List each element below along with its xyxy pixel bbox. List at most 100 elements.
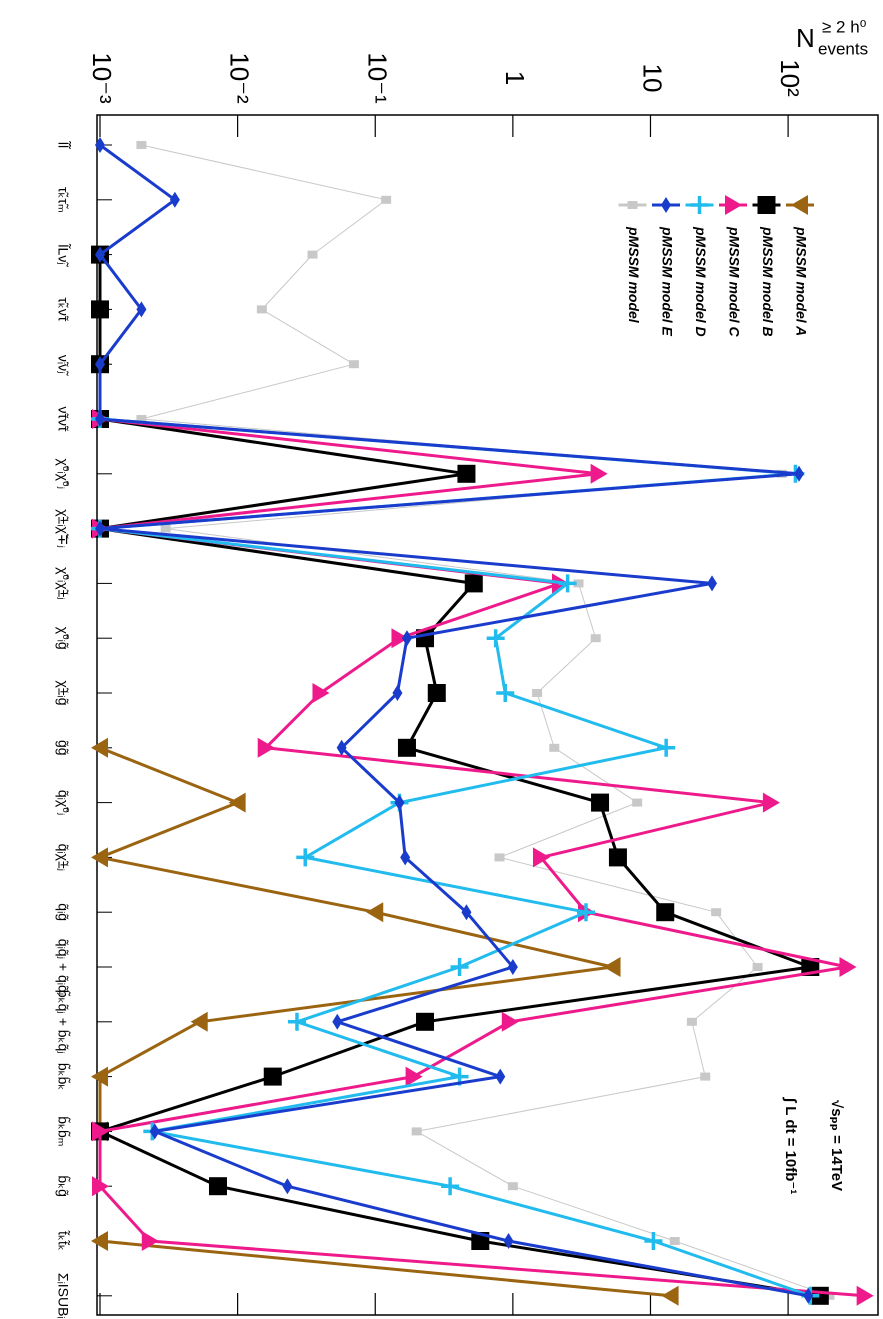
legend-label: pMSSM model C [726, 226, 742, 338]
marker [91, 847, 108, 868]
marker [657, 738, 676, 757]
marker [495, 1068, 506, 1085]
category-label: b̃ₖb̃ₖ [55, 1063, 71, 1091]
legend-label: pMSSM model E [659, 226, 675, 337]
marker [92, 1176, 109, 1197]
marker [397, 738, 416, 757]
marker [507, 1182, 518, 1191]
marker [608, 848, 627, 867]
marker [282, 1178, 293, 1195]
marker [394, 794, 405, 811]
marker [707, 575, 718, 592]
category-label: χ̃⁰ᵢχ̃⁰ⱼ [55, 459, 71, 490]
marker [427, 684, 446, 702]
marker [136, 415, 147, 423]
marker [558, 574, 577, 593]
marker [401, 630, 412, 647]
legend-marker [757, 196, 776, 214]
marker [392, 685, 403, 701]
marker [136, 301, 147, 318]
marker [711, 908, 722, 917]
legend-label: pMSSM model [626, 226, 642, 324]
legend-marker [661, 197, 671, 213]
marker [91, 1066, 108, 1087]
marker [839, 957, 857, 977]
marker [644, 1232, 663, 1250]
category-label: t̃ₖt̃ₖ [55, 1230, 71, 1251]
marker [507, 959, 518, 975]
plot-area: 10⁻³ 10⁻² 10⁻¹ 1 10 10² l̃l̃ τ̃ₖτ̃ₘ l̃Lν̃ⱼ τ̃ₖν̃τ… [55, 52, 874, 1319]
marker [391, 628, 409, 649]
category-label: g̃g̃ [55, 740, 71, 756]
marker [573, 579, 584, 588]
marker [257, 737, 275, 758]
legend-label: pMSSM model B [760, 226, 776, 337]
marker [263, 1067, 282, 1086]
axis-label-sub: events [818, 39, 868, 58]
plot-frame [96, 114, 879, 1316]
legend-marker [627, 201, 638, 209]
marker [686, 1017, 697, 1026]
marker [332, 1013, 343, 1030]
series-line [98, 417, 811, 1298]
marker [824, 1291, 835, 1300]
annotation: √sₚₚ = 14TeV [828, 1100, 845, 1191]
marker [169, 191, 180, 208]
series-line [98, 143, 809, 1298]
category-label: ΣᵢISUBᵢ [55, 1273, 71, 1319]
marker [700, 1072, 711, 1081]
marker [461, 904, 472, 921]
marker [669, 1237, 680, 1245]
series-line [98, 254, 821, 1298]
category-label: l̃l̃ [55, 140, 72, 149]
category-label: q̃ᵢg̃ [55, 903, 71, 921]
category-label: q̃ᵢχ̃±ⱼ [55, 844, 71, 871]
category-label: χ̃⁰ᵢg̃ [55, 627, 71, 650]
marker [416, 1012, 435, 1031]
marker [95, 520, 105, 537]
legend-marker [791, 195, 808, 215]
marker [296, 848, 315, 867]
series-line [98, 417, 865, 1298]
marker [603, 957, 621, 977]
series-line [140, 144, 830, 1297]
x-tick-label: 10 [638, 64, 668, 93]
marker [336, 739, 347, 756]
marker [95, 356, 105, 373]
marker [136, 141, 147, 149]
marker [228, 792, 246, 813]
category-label: q̃ᵢq̃ⱼ + q̃ᵢq̃ⱼ [55, 939, 71, 995]
marker [405, 1066, 423, 1087]
marker [661, 1285, 679, 1306]
marker [441, 1177, 460, 1196]
marker [149, 1123, 160, 1140]
legend-label: pMSSM model A [793, 226, 809, 336]
marker [590, 634, 601, 643]
x-tick-label: 10⁻² [225, 52, 255, 104]
marker [95, 246, 105, 263]
marker [95, 411, 105, 427]
marker [307, 250, 318, 259]
marker [91, 737, 108, 758]
marker [577, 903, 596, 922]
marker [632, 798, 643, 807]
marker [486, 629, 505, 648]
marker [494, 853, 505, 862]
category-label: τ̃ₖν̃τ [55, 297, 71, 321]
marker [348, 360, 359, 369]
marker [856, 1285, 874, 1306]
category-label: ν̃ᵢν̃ⱼ [55, 355, 71, 376]
marker [91, 300, 109, 319]
x-tick-label: 10⁻¹ [362, 52, 392, 104]
marker [450, 958, 469, 976]
axis-label: N [796, 23, 815, 53]
legend-marker [725, 195, 742, 215]
marker [496, 684, 515, 702]
marker [256, 305, 267, 314]
marker [366, 902, 384, 923]
category-label: b̃ₖg̃ [55, 1175, 71, 1197]
marker [190, 1011, 208, 1032]
marker [400, 849, 411, 866]
marker [532, 689, 543, 697]
category-label: b̃ₖb̃ₘ [55, 1116, 71, 1146]
